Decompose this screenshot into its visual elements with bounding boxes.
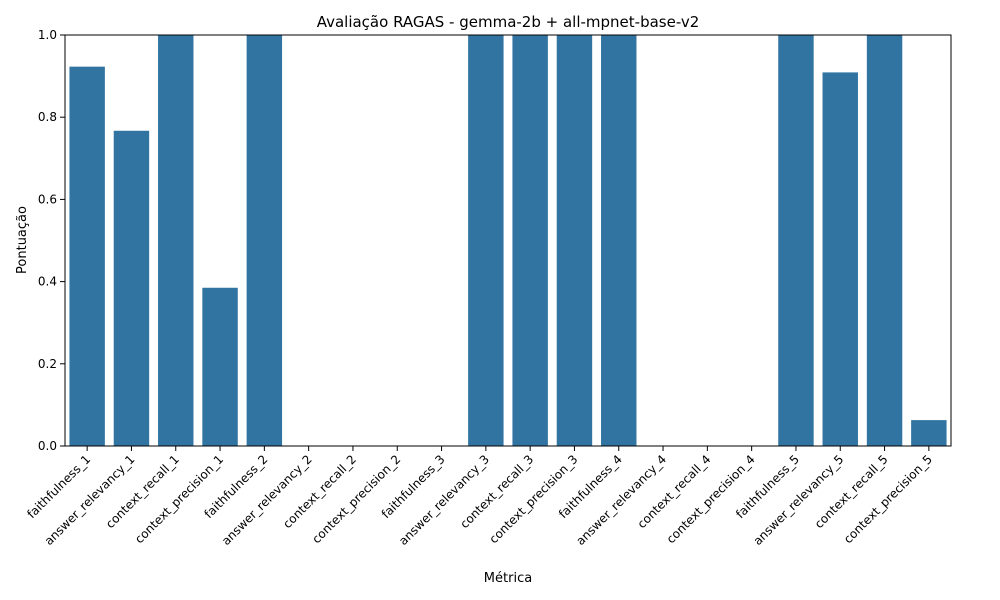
bar-faithfulness_4 — [601, 35, 637, 446]
bar-context_recall_3 — [512, 35, 548, 446]
bar-context_recall_1 — [158, 35, 194, 446]
bar-faithfulness_5 — [778, 35, 814, 446]
y-tick-label: 0.6 — [38, 192, 57, 206]
bar-faithfulness_2 — [246, 35, 283, 446]
bar-context_recall_5 — [866, 35, 903, 446]
chart-title: Avaliação RAGAS - gemma-2b + all-mpnet-b… — [317, 13, 700, 31]
bar-context_precision_1 — [202, 287, 238, 446]
bars-group — [69, 35, 947, 447]
y-axis-label: Pontuação — [15, 206, 30, 274]
y-tick-label: 0.4 — [38, 275, 57, 289]
y-axis: 0.0 0.2 0.4 0.6 0.8 1.0 — [38, 28, 65, 453]
bar-answer_relevancy_1 — [113, 130, 150, 446]
x-tick-label: context_precision_2 — [309, 452, 403, 546]
bar-context_precision_5 — [911, 420, 947, 446]
y-tick-label: 0.2 — [38, 357, 57, 371]
x-axis-label: Métrica — [484, 571, 532, 586]
y-tick-label: 0.0 — [38, 439, 57, 453]
bar-answer_relevancy_5 — [822, 72, 858, 447]
bar-faithfulness_1 — [69, 66, 105, 447]
plot-frame — [64, 34, 952, 447]
x-axis: faithfulness_1answer_relevancy_1context_… — [24, 446, 935, 548]
x-tick-label: context_precision_5 — [841, 452, 935, 546]
x-tick-label: context_precision_1 — [132, 452, 226, 546]
x-tick-label: context_precision_4 — [664, 452, 758, 546]
y-tick-label: 0.8 — [38, 110, 57, 124]
y-tick-label: 1.0 — [38, 28, 57, 42]
bar-context_precision_3 — [556, 35, 593, 446]
bar-answer_relevancy_3 — [468, 35, 504, 446]
x-tick-label: context_precision_3 — [487, 452, 581, 546]
